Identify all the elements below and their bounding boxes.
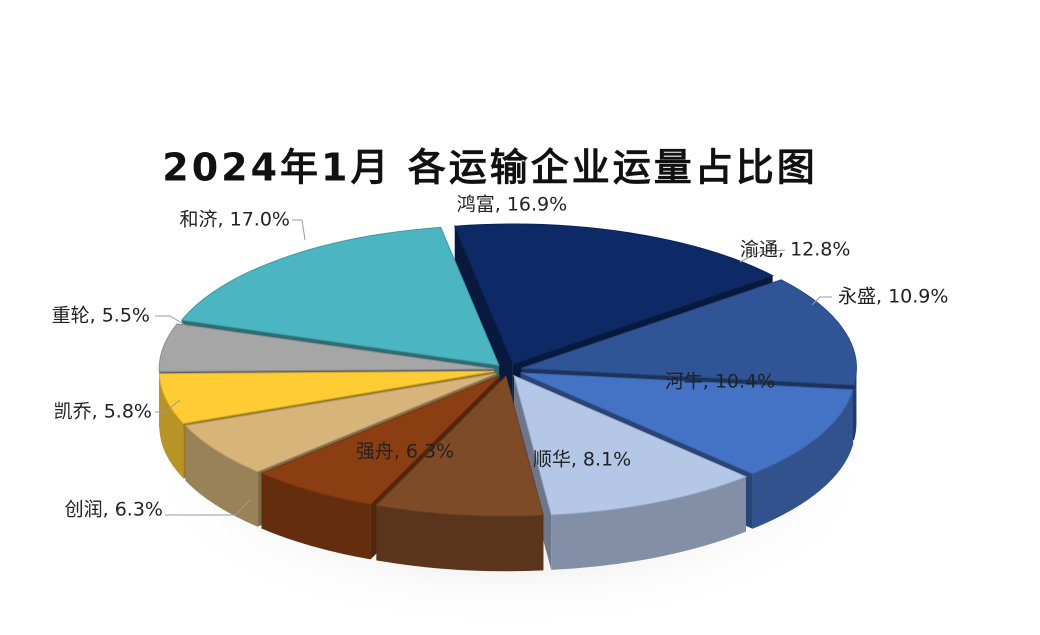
data-label: 和济, 17.0% (180, 209, 290, 231)
slice (158, 370, 495, 424)
chart-title: 2024年1月 各运输企业运量占比图 (162, 146, 817, 190)
data-label: 顺华, 8.1% (533, 449, 631, 471)
slice-side (551, 476, 746, 570)
slice (180, 226, 500, 366)
pie (158, 223, 857, 572)
slice (184, 372, 497, 473)
slice (158, 323, 495, 372)
data-label: 强舟, 6.3% (356, 441, 454, 463)
leader-lines (155, 219, 832, 516)
slice-side (854, 368, 857, 441)
slice-side (261, 473, 371, 560)
slice (260, 374, 501, 505)
data-label: 凯乔, 5.8% (54, 401, 152, 423)
data-label: 河牛, 10.4% (665, 371, 775, 393)
slice (521, 279, 857, 386)
data-label: 鸿富, 16.9% (457, 194, 567, 216)
slice-side (376, 505, 544, 572)
data-label: 重轮, 5.5% (52, 305, 150, 327)
slice-side (159, 373, 184, 479)
slice (453, 223, 774, 365)
data-label: 永盛, 10.9% (838, 286, 948, 308)
slice-side (752, 389, 854, 529)
data-label: 创润, 6.3% (65, 499, 163, 521)
data-label: 渝通, 12.8% (740, 239, 850, 261)
slice (520, 372, 854, 475)
slice-side (185, 425, 258, 527)
slice (513, 374, 748, 516)
slice (375, 375, 544, 517)
